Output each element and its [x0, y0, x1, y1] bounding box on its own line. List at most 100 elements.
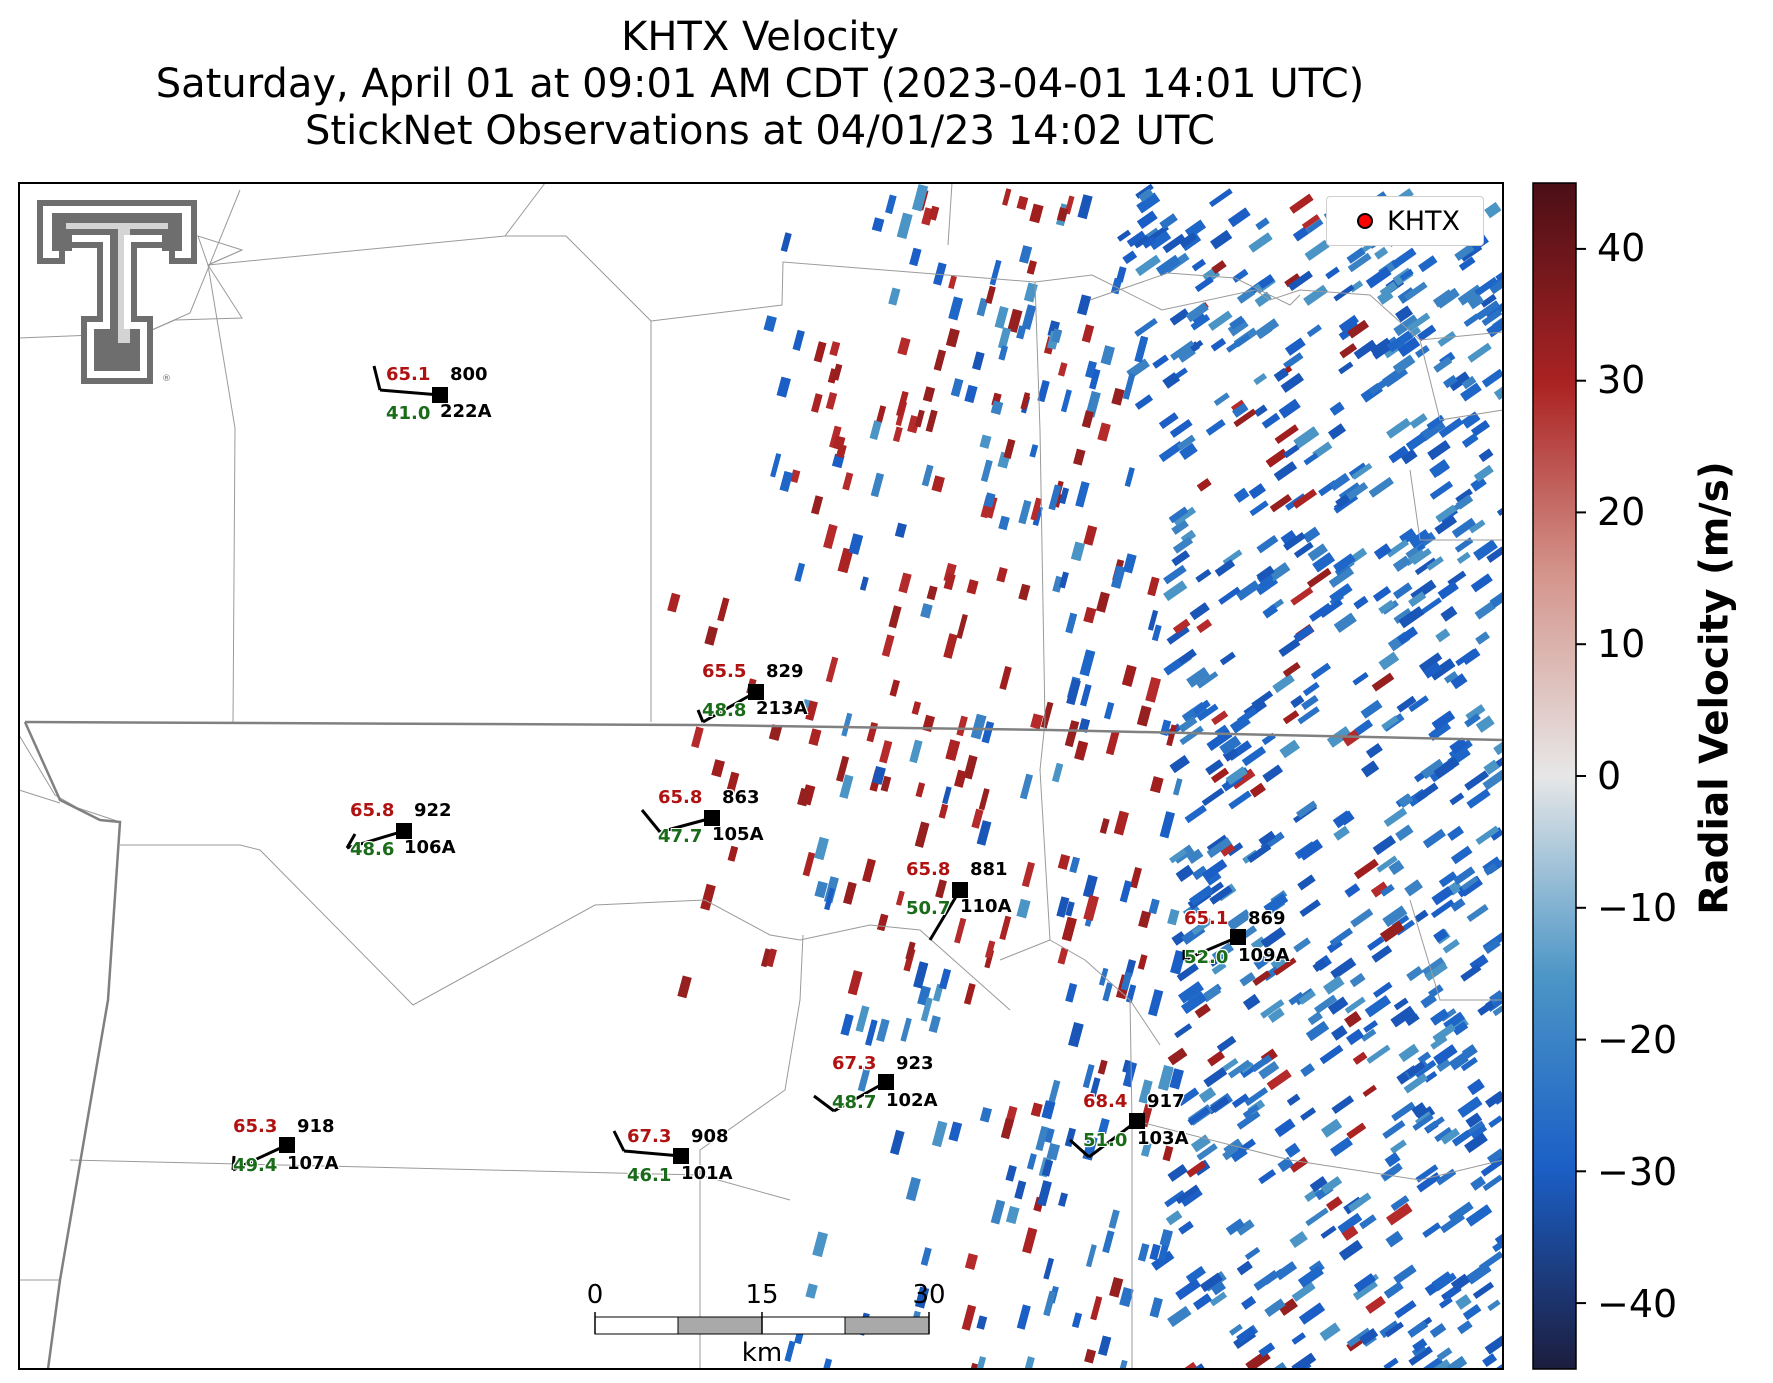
velocity-gate — [1420, 758, 1445, 780]
velocity-gate — [1372, 344, 1391, 360]
velocity-gate — [876, 1018, 890, 1043]
velocity-gate — [994, 306, 1009, 329]
velocity-gate — [1387, 330, 1414, 353]
velocity-gate — [1282, 710, 1300, 725]
velocity-gate — [1338, 1239, 1363, 1261]
velocity-gate — [1431, 710, 1456, 731]
wind-barb-flag — [231, 1155, 236, 1171]
velocity-gate — [1368, 477, 1394, 498]
velocity-gate — [897, 337, 911, 356]
velocity-gate — [1365, 1295, 1386, 1314]
velocity-gate — [1237, 288, 1256, 304]
velocity-gate — [1111, 277, 1123, 295]
velocity-gate — [880, 775, 892, 792]
velocity-gate — [1290, 586, 1314, 606]
velocity-gate — [1117, 229, 1132, 242]
velocity-gate — [1414, 909, 1429, 923]
velocity-gate — [1192, 865, 1208, 880]
velocity-gate — [1448, 1201, 1474, 1223]
velocity-gate — [1274, 424, 1299, 445]
velocity-gate — [1273, 461, 1298, 482]
velocity-gate — [1134, 335, 1149, 363]
velocity-gate — [1346, 247, 1366, 264]
velocity-gate — [1019, 245, 1033, 264]
velocity-gate — [1167, 1164, 1188, 1182]
velocity-gate — [1373, 586, 1392, 602]
wind-barb-922 — [345, 823, 412, 850]
velocity-gate — [1225, 1218, 1245, 1236]
velocity-gate — [1309, 1176, 1328, 1193]
velocity-gate — [1168, 506, 1189, 524]
velocity-gate — [1247, 843, 1272, 863]
velocity-gate — [954, 769, 967, 788]
velocity-gate — [1291, 1332, 1306, 1345]
velocity-gate — [1059, 487, 1069, 505]
velocity-gate — [1455, 488, 1473, 504]
velocity-gate — [1383, 807, 1408, 828]
velocity-gate — [1414, 557, 1437, 576]
velocity-gate — [1030, 497, 1042, 521]
velocity-gate — [1069, 856, 1080, 874]
velocity-gate — [1058, 1192, 1068, 1207]
velocity-gate — [1484, 1335, 1503, 1355]
station-probe: 106A — [404, 837, 456, 858]
velocity-gate — [1173, 618, 1191, 634]
velocity-gate — [1480, 293, 1497, 308]
velocity-gate — [808, 728, 822, 746]
velocity-gate — [1064, 720, 1080, 748]
velocity-gate — [1397, 336, 1421, 357]
velocity-gate — [1208, 310, 1233, 331]
station-id: 800 — [450, 364, 488, 385]
velocity-gate — [922, 386, 936, 403]
velocity-gate — [1432, 1271, 1454, 1290]
velocity-gate — [1283, 532, 1306, 551]
velocity-gate — [1450, 673, 1468, 690]
velocity-gate — [1288, 991, 1305, 1006]
velocity-gate — [1481, 309, 1503, 327]
velocity-gate — [1029, 203, 1044, 224]
velocity-gate — [1301, 695, 1319, 710]
velocity-gate — [1227, 317, 1249, 337]
velocity-gate — [843, 881, 857, 905]
station-marker-icon — [279, 1137, 295, 1153]
station-id: 869 — [1248, 908, 1286, 929]
velocity-gate — [1196, 1143, 1218, 1161]
velocity-gate — [691, 726, 704, 749]
velocity-gate — [942, 786, 952, 805]
velocity-gate — [1456, 551, 1471, 564]
velocity-gate — [829, 341, 841, 357]
velocity-gate — [1472, 1281, 1495, 1300]
velocity-gate — [1162, 1145, 1174, 1162]
velocity-gate — [998, 327, 1011, 350]
velocity-gate — [1329, 401, 1345, 416]
station-probe: 101A — [681, 1163, 733, 1184]
velocity-gate — [1434, 515, 1457, 535]
velocity-gate — [1175, 864, 1194, 882]
velocity-gate — [1134, 318, 1158, 337]
velocity-gate — [1443, 374, 1458, 389]
velocity-gate — [1284, 273, 1301, 288]
velocity-gate — [1381, 715, 1399, 731]
velocity-gate — [1159, 811, 1175, 839]
velocity-gate — [970, 713, 987, 740]
station-probe: 102A — [886, 1090, 938, 1111]
velocity-gate — [966, 579, 979, 595]
velocity-gate — [1262, 604, 1278, 619]
velocity-gate — [1242, 1104, 1260, 1118]
velocity-gate — [1426, 556, 1444, 571]
velocity-gate — [876, 405, 887, 424]
velocity-gate — [1253, 950, 1277, 970]
velocity-gate — [894, 522, 907, 538]
velocity-gate — [1029, 444, 1039, 458]
velocity-gate — [700, 883, 716, 911]
velocity-field — [667, 183, 1503, 1369]
scale-unit: km — [741, 1338, 783, 1368]
velocity-gate — [1122, 1061, 1137, 1088]
velocity-gate — [1406, 966, 1424, 982]
scale-label-0: 0 — [586, 1280, 604, 1310]
velocity-gate — [832, 435, 846, 451]
station-dewpoint: 48.8 — [702, 700, 747, 721]
velocity-gate — [1268, 562, 1291, 582]
velocity-gate — [1403, 1073, 1428, 1094]
velocity-gate — [1482, 1174, 1503, 1191]
